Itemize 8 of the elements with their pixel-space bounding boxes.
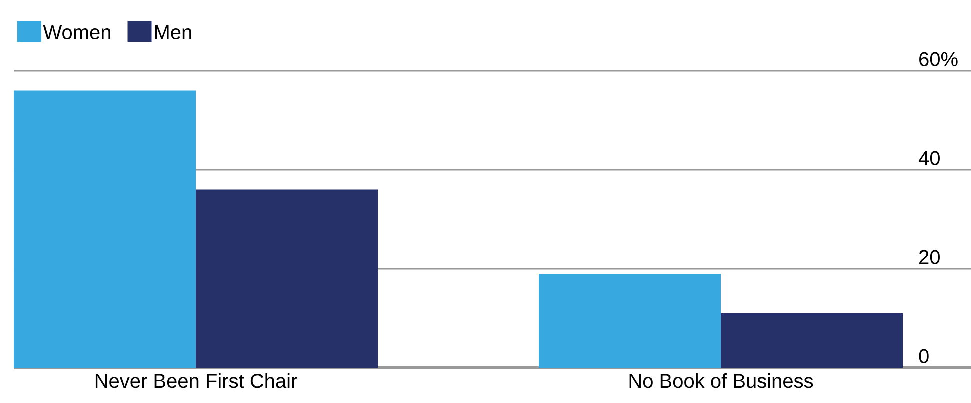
y-tick-label: 20: [920, 250, 940, 264]
legend-label: Men: [155, 26, 192, 40]
y-tick-label: 60%: [920, 52, 958, 66]
y-tick-label: 40: [918, 151, 940, 166]
legend-label: Women: [43, 26, 110, 40]
x-tick-label: No Book of Business: [630, 374, 814, 388]
y-tick-label: 0: [919, 349, 929, 364]
x-tick-label: Never Been First Chair: [96, 374, 298, 388]
